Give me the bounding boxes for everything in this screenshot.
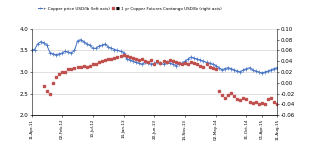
+ Copper price USD/lb (left axis) <box>30 49 33 51</box>
■ 1 yr Copper Futures Contango USD/lb (right axis) <box>146 61 150 63</box>
+ Copper price USD/lb (left axis) <box>260 72 264 74</box>
■ 1 yr Copper Futures Contango USD/lb (right axis) <box>257 104 261 105</box>
+ Copper price USD/lb (left axis) <box>254 70 258 72</box>
+ Copper price USD/lb (left axis) <box>186 58 190 60</box>
■ 1 yr Copper Futures Contango USD/lb (right axis) <box>140 58 144 60</box>
+ Copper price USD/lb (left axis) <box>168 62 172 64</box>
+ Copper price USD/lb (left axis) <box>232 69 236 71</box>
■ 1 yr Copper Futures Contango USD/lb (right axis) <box>42 84 46 86</box>
■ 1 yr Copper Futures Contango USD/lb (right axis) <box>122 54 125 56</box>
Line: + Copper price USD/lb (left axis): + Copper price USD/lb (left axis) <box>30 38 279 74</box>
+ Copper price USD/lb (left axis) <box>245 68 249 69</box>
+ Copper price USD/lb (left axis) <box>79 39 83 41</box>
■ 1 yr Copper Futures Contango USD/lb (right axis) <box>119 55 123 57</box>
Line: ■ 1 yr Copper Futures Contango USD/lb (right axis): ■ 1 yr Copper Futures Contango USD/lb (r… <box>43 53 278 106</box>
■ 1 yr Copper Futures Contango USD/lb (right axis) <box>88 65 92 67</box>
+ Copper price USD/lb (left axis) <box>214 65 218 67</box>
■ 1 yr Copper Futures Contango USD/lb (right axis) <box>275 104 279 105</box>
Legend: + Copper price USD/lb (left axis), ■ 1 yr Copper Futures Contango USD/lb (right : + Copper price USD/lb (left axis), ■ 1 y… <box>36 5 224 12</box>
+ Copper price USD/lb (left axis) <box>275 67 279 69</box>
■ 1 yr Copper Futures Contango USD/lb (right axis) <box>125 55 129 57</box>
■ 1 yr Copper Futures Contango USD/lb (right axis) <box>174 61 178 63</box>
